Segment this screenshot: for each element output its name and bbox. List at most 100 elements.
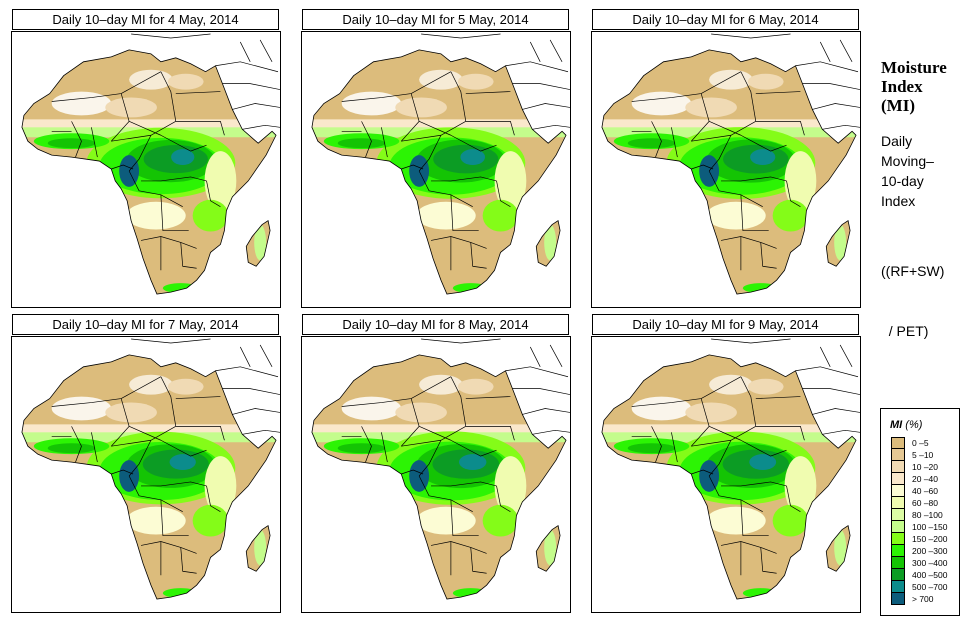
- side-description-line: Index: [881, 193, 916, 209]
- country-border: [795, 61, 859, 73]
- side-title-line: (MI): [881, 96, 915, 115]
- side-description-line: Daily: [881, 133, 913, 149]
- legend-item: 150 –200: [891, 533, 957, 545]
- country-border: [465, 91, 511, 94]
- africa-map: [21, 338, 280, 600]
- country-border: [239, 41, 251, 62]
- very-wet-zone: [119, 155, 140, 187]
- legend-swatch: [891, 449, 905, 461]
- side-title-line: Index: [881, 77, 923, 96]
- madagascar-wet: [254, 224, 267, 261]
- country-border: [812, 103, 860, 110]
- legend-label: 300 –400: [912, 558, 948, 568]
- country-border: [418, 475, 473, 513]
- country-border: [631, 376, 742, 407]
- legend-item: 10 –20: [891, 461, 957, 473]
- country-border: [141, 176, 207, 182]
- desert-patch: [129, 69, 173, 90]
- legend-swatch: [891, 557, 905, 569]
- panel-title: Daily 10–day MI for 7 May, 2014: [12, 314, 279, 335]
- country-border: [418, 426, 452, 441]
- desert-patch: [709, 374, 753, 395]
- country-border: [361, 121, 372, 158]
- country-border: [720, 541, 777, 554]
- country-border: [532, 429, 570, 435]
- country-border: [822, 429, 860, 435]
- country-border: [175, 396, 221, 399]
- coastline: [21, 354, 277, 600]
- country-border: [740, 376, 757, 427]
- country-border: [242, 429, 280, 435]
- country-border: [795, 366, 859, 378]
- country-border: [755, 91, 801, 94]
- country-border: [128, 170, 183, 208]
- country-border: [839, 39, 853, 62]
- coastline: [311, 49, 567, 295]
- country-border: [512, 388, 570, 395]
- country-border: [671, 432, 678, 463]
- coastline: [601, 354, 857, 600]
- legend-swatch: [891, 569, 905, 581]
- legend-swatch: [891, 473, 905, 485]
- country-border: [496, 485, 511, 513]
- legend-item: 500 –700: [891, 581, 957, 593]
- country-border: [71, 426, 82, 463]
- country-border: [430, 236, 487, 249]
- country-border: [651, 121, 662, 158]
- legend-swatch: [891, 497, 905, 509]
- side-description-line: 10-day: [881, 173, 924, 189]
- legend-swatch: [891, 485, 905, 497]
- country-border: [755, 121, 805, 136]
- country-border: [708, 426, 742, 441]
- legend-label: 0 –5: [912, 438, 929, 448]
- legend-swatch: [891, 509, 905, 521]
- africa-map: [601, 338, 860, 600]
- west-africa-wet: [47, 138, 96, 149]
- east-africa-zone: [772, 504, 809, 537]
- country-border: [740, 439, 787, 457]
- south-coast-wet: [742, 283, 779, 294]
- country-border: [786, 180, 801, 208]
- country-border: [522, 103, 570, 110]
- very-wet-zone: [409, 460, 430, 492]
- legend-swatch: [891, 437, 905, 449]
- southern-transition: [126, 201, 186, 230]
- country-border: [470, 242, 487, 269]
- country-border: [708, 135, 732, 172]
- country-border: [822, 124, 860, 130]
- legend-item: 80 –100: [891, 509, 957, 521]
- southern-transition: [416, 201, 476, 230]
- country-border: [549, 344, 563, 367]
- country-border: [128, 121, 162, 136]
- east-africa-zone: [784, 151, 817, 211]
- legend-item: 60 –80: [891, 497, 957, 509]
- country-border: [418, 135, 442, 172]
- country-border: [71, 121, 82, 158]
- desert-patch: [129, 374, 173, 395]
- country-border: [418, 440, 442, 477]
- country-border: [341, 376, 452, 407]
- country-border: [242, 124, 280, 130]
- legend-label: 60 –80: [912, 498, 938, 508]
- country-border: [740, 134, 787, 152]
- country-border: [812, 408, 860, 415]
- country-border: [160, 499, 189, 536]
- country-border: [381, 432, 388, 463]
- country-border: [505, 366, 569, 378]
- country-border: [450, 71, 467, 122]
- legend-swatch: [891, 521, 905, 533]
- country-border: [708, 475, 763, 513]
- legend-label: > 700: [912, 594, 934, 604]
- desert-patch: [51, 396, 112, 421]
- coastline: [21, 49, 277, 295]
- country-border: [839, 344, 853, 367]
- legend-item: 300 –400: [891, 557, 957, 569]
- country-border: [711, 338, 791, 344]
- legend-label: 20 –40: [912, 474, 938, 484]
- country-border: [802, 83, 860, 90]
- country-border: [180, 242, 197, 269]
- very-wet-zone: [169, 454, 196, 471]
- desert-patch: [631, 91, 692, 116]
- country-border: [401, 93, 420, 142]
- country-border: [532, 124, 570, 130]
